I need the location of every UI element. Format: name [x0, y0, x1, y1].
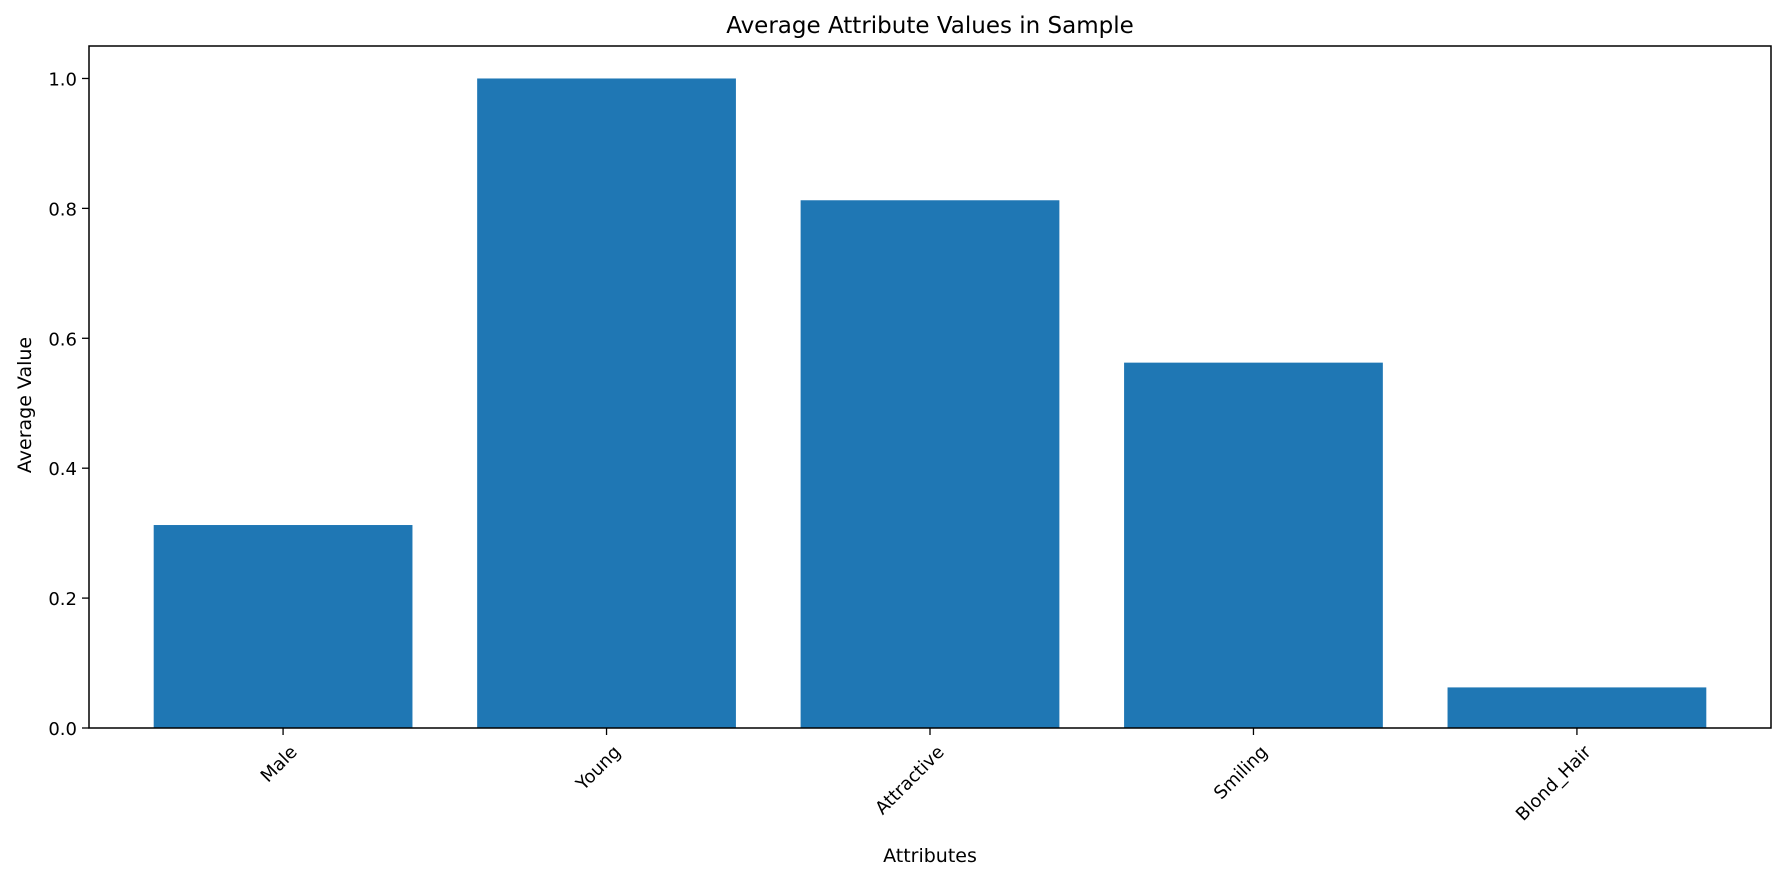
x-tick-label: Male — [257, 742, 302, 787]
bars — [153, 78, 1707, 728]
y-tick-label: 0.2 — [48, 589, 77, 610]
y-tick-label: 1.0 — [48, 69, 77, 90]
y-tick-label: 0.4 — [48, 459, 77, 480]
x-tick-label: Blond_Hair — [1512, 741, 1596, 825]
y-tick-label: 0.0 — [48, 719, 77, 740]
x-ticks: Male Young Attractive Smiling Blond_Hair — [257, 728, 1596, 825]
y-axis-label: Average Value — [14, 337, 36, 473]
y-ticks: 0.0 0.2 0.4 0.6 0.8 1.0 — [48, 69, 89, 740]
x-tick-label: Smiling — [1210, 742, 1272, 804]
bar-attractive — [800, 200, 1060, 728]
chart-title: Average Attribute Values in Sample — [726, 13, 1134, 39]
x-axis-label: Attributes — [883, 845, 977, 867]
bar-blond-hair — [1447, 687, 1707, 728]
y-tick-label: 0.8 — [48, 199, 77, 220]
bar-smiling — [1124, 362, 1383, 728]
bar-young — [477, 78, 736, 728]
bar-male — [153, 525, 413, 728]
y-tick-label: 0.6 — [48, 329, 77, 350]
x-tick-label: Young — [571, 742, 625, 796]
x-tick-label: Attractive — [871, 742, 948, 819]
